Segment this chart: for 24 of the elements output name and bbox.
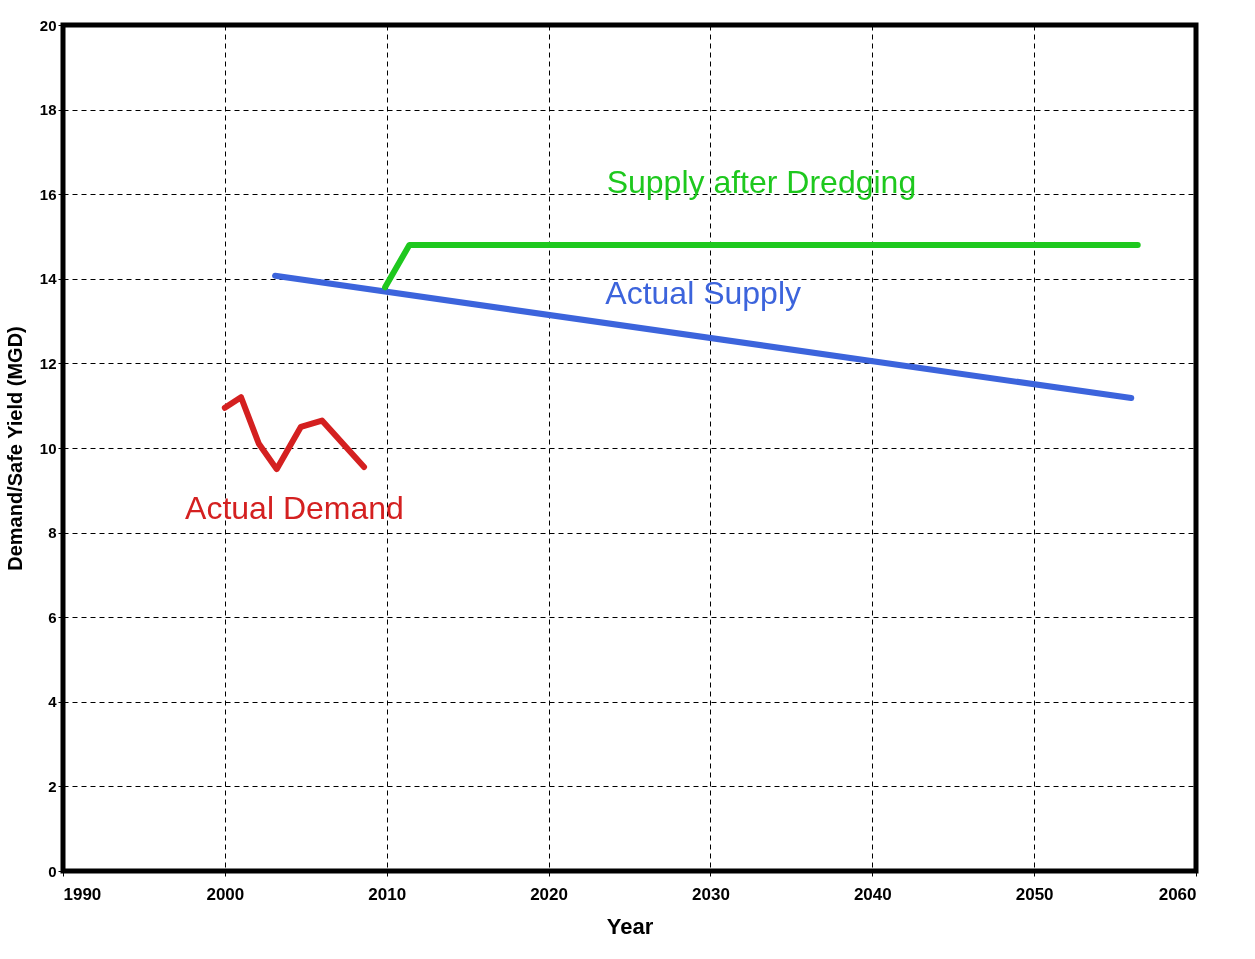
x-tick-label: 2030 bbox=[692, 884, 730, 904]
y-tick-label: 8 bbox=[48, 524, 57, 542]
y-tick-label: 16 bbox=[39, 185, 57, 203]
y-tick-label: 0 bbox=[48, 862, 57, 880]
series-label: Actual Supply bbox=[605, 274, 801, 311]
x-axis-title: Year bbox=[606, 913, 654, 939]
x-tick-label: 2020 bbox=[530, 884, 568, 904]
x-tick-label: 2010 bbox=[368, 884, 407, 904]
y-tick-label: 10 bbox=[39, 439, 57, 457]
y-axis-title: Demand/Safe Yield (MGD) bbox=[3, 326, 26, 571]
y-tick-label: 20 bbox=[39, 16, 57, 34]
y-tick-label: 2 bbox=[48, 777, 57, 795]
x-tick-label: 2050 bbox=[1015, 884, 1054, 904]
y-tick-label: 6 bbox=[48, 608, 57, 626]
series-label: Actual Demand bbox=[185, 490, 404, 527]
x-tick-label: 2060 bbox=[1158, 884, 1197, 904]
x-tick-label: 2040 bbox=[853, 884, 892, 904]
series-label: Supply after Dredging bbox=[606, 163, 917, 200]
x-tick-label: 2000 bbox=[206, 884, 245, 904]
x-tick-label: 1990 bbox=[63, 884, 102, 904]
y-tick-label: 18 bbox=[39, 101, 57, 119]
y-tick-label: 12 bbox=[39, 354, 57, 372]
y-tick-label: 4 bbox=[48, 693, 58, 711]
y-tick-label: 14 bbox=[39, 270, 58, 288]
